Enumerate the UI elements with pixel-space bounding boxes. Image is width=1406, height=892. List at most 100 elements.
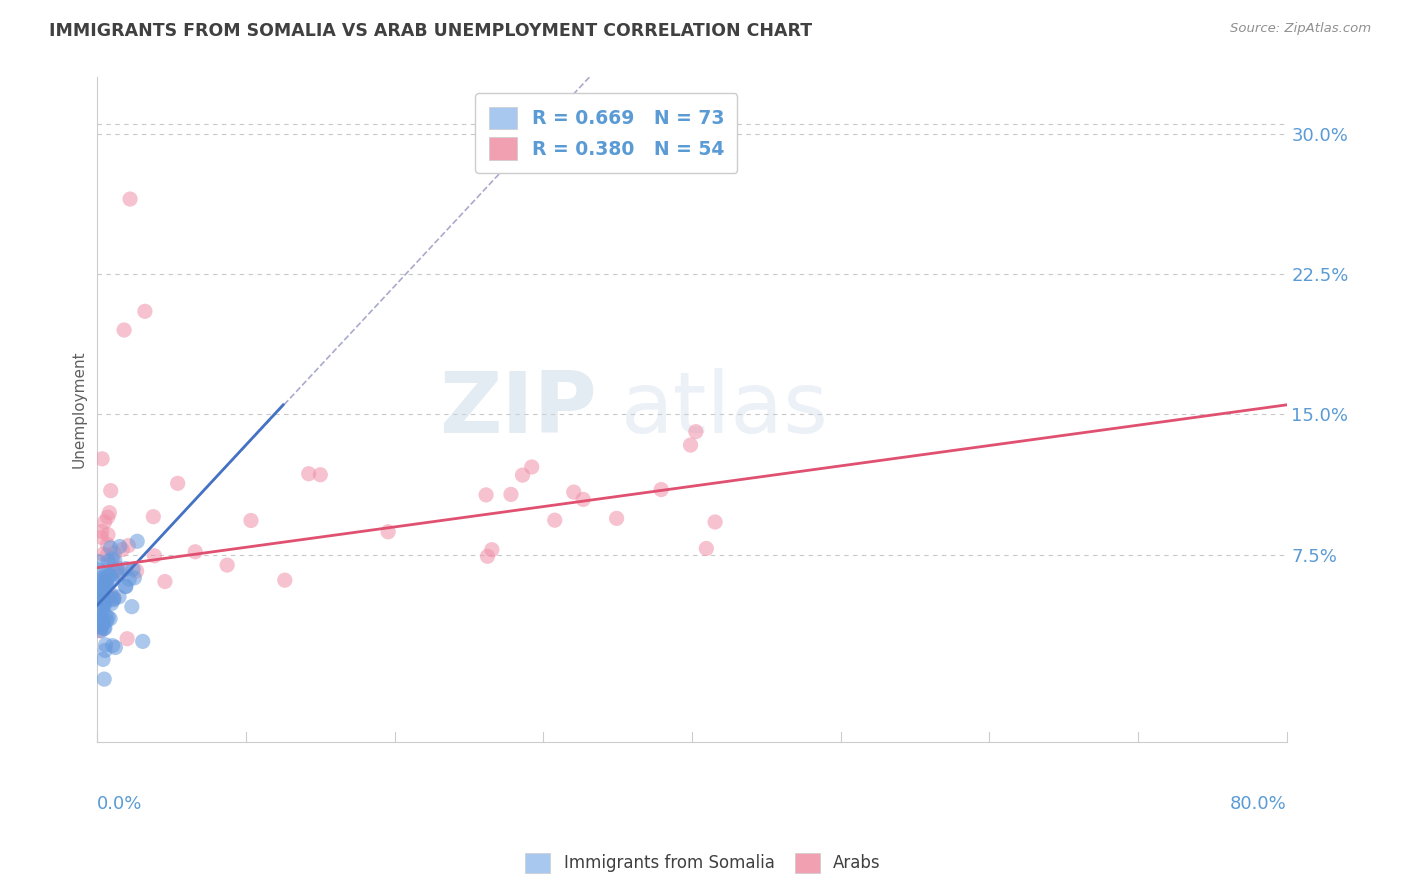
Point [103, 591, 125, 606]
Point [477, 549, 499, 564]
Point [87, 591, 110, 606]
Point [91, 451, 114, 466]
Point [115, 580, 138, 594]
Point [93, 515, 115, 529]
Point [111, 542, 134, 557]
Point [103, 546, 125, 560]
Point [107, 561, 129, 575]
Point [91, 616, 114, 631]
Point [122, 562, 145, 576]
Point [93, 672, 115, 686]
Point [87, 583, 110, 598]
Point [112, 323, 135, 337]
Point [91, 591, 114, 605]
Point [101, 639, 124, 653]
Point [94, 638, 117, 652]
Point [103, 592, 125, 607]
Point [499, 487, 522, 501]
Point [87, 619, 110, 633]
Point [87, 615, 110, 630]
Point [121, 599, 143, 614]
Point [132, 634, 155, 648]
Point [89, 624, 111, 638]
Point [90, 599, 112, 614]
Legend: R = 0.669   N = 73, R = 0.380   N = 54: R = 0.669 N = 73, R = 0.380 N = 54 [475, 94, 737, 173]
Point [93, 597, 115, 611]
Point [108, 540, 131, 554]
Point [96, 572, 118, 586]
Point [650, 483, 672, 497]
Text: atlas: atlas [620, 368, 828, 451]
Point [96, 537, 118, 551]
Point [94, 608, 117, 623]
Point [481, 542, 503, 557]
Point [114, 579, 136, 593]
Point [90, 530, 112, 544]
Point [94, 573, 117, 587]
Point [127, 534, 149, 549]
Point [108, 590, 131, 604]
Text: ZIP: ZIP [439, 368, 596, 451]
Point [96, 569, 118, 583]
Point [90, 620, 112, 634]
Point [96, 548, 118, 562]
Point [94, 578, 117, 592]
Point [142, 509, 165, 524]
Point [115, 561, 138, 575]
Point [91, 603, 114, 617]
Point [94, 595, 117, 609]
Point [101, 551, 124, 566]
Point [217, 558, 239, 573]
Point [87, 591, 110, 606]
Text: 0.0%: 0.0% [97, 795, 143, 813]
Point [309, 467, 332, 482]
Point [100, 568, 122, 582]
Point [96, 577, 118, 591]
Point [239, 514, 262, 528]
Point [87, 591, 110, 606]
Point [572, 492, 595, 507]
Point [377, 524, 399, 539]
Point [520, 460, 543, 475]
Point [101, 563, 124, 577]
Point [93, 622, 115, 636]
Point [91, 582, 114, 596]
Point [91, 652, 114, 666]
Point [90, 584, 112, 599]
Point [87, 608, 110, 623]
Point [94, 576, 117, 591]
Point [93, 579, 115, 593]
Point [606, 511, 628, 525]
Point [97, 591, 120, 605]
Point [94, 621, 117, 635]
Point [101, 573, 124, 587]
Point [90, 524, 112, 539]
Point [97, 610, 120, 624]
Point [103, 591, 125, 605]
Point [91, 547, 114, 561]
Text: IMMIGRANTS FROM SOMALIA VS ARAB UNEMPLOYMENT CORRELATION CHART: IMMIGRANTS FROM SOMALIA VS ARAB UNEMPLOY… [49, 22, 813, 40]
Point [87, 554, 110, 568]
Point [100, 597, 122, 611]
Point [544, 513, 567, 527]
Point [118, 572, 141, 586]
Point [105, 563, 128, 577]
Text: 80.0%: 80.0% [1230, 795, 1286, 813]
Point [120, 192, 142, 206]
Point [93, 580, 115, 594]
Point [298, 467, 321, 481]
Point [134, 304, 156, 318]
Point [475, 488, 498, 502]
Point [89, 577, 111, 591]
Point [89, 572, 111, 586]
Point [90, 615, 112, 629]
Point [100, 483, 122, 498]
Point [96, 614, 118, 628]
Point [153, 574, 176, 589]
Point [115, 632, 138, 646]
Point [117, 539, 139, 553]
Point [93, 598, 115, 612]
Point [166, 476, 188, 491]
Point [90, 586, 112, 600]
Point [108, 567, 131, 582]
